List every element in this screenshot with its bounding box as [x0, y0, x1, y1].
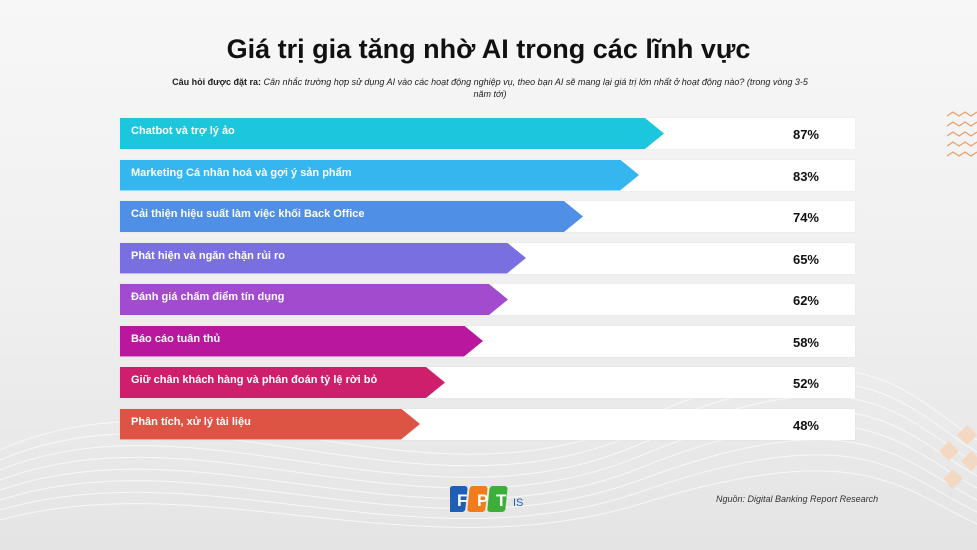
- bar: [120, 201, 583, 232]
- bar: [120, 160, 639, 191]
- bar-row: Đánh giá chấm điểm tín dụng 62%: [120, 284, 855, 315]
- bar-label: Giữ chân khách hàng và phán đoán tỷ lệ r…: [131, 374, 378, 386]
- bar-row: Chatbot và trợ lý ảo 87%: [120, 118, 855, 149]
- bar-label: Marketing Cá nhân hoá và gợi ý sản phẩm: [131, 166, 352, 179]
- bar-row: Phân tích, xử lý tài liệu 48%: [120, 408, 855, 440]
- bar-label: Báo cáo tuân thủ: [131, 332, 221, 345]
- logo-letter: T: [496, 491, 507, 510]
- bar-label: Cải thiện hiệu suất làm việc khối Back O…: [131, 208, 365, 220]
- page-title: Giá trị gia tăng nhờ AI trong các lĩnh v…: [226, 34, 751, 64]
- bar-row: Báo cáo tuân thủ 58%: [120, 325, 855, 357]
- bar-label: Phát hiện và ngăn chặn rủi ro: [131, 249, 286, 262]
- bar-value-label: 65%: [792, 251, 819, 267]
- fpt-is-logo: F P T IS: [450, 486, 523, 512]
- bar: [120, 326, 483, 357]
- question-label: Câu hỏi được đặt ra:: [172, 77, 262, 87]
- bar-value-label: 48%: [792, 417, 819, 433]
- source-note: Nguồn: Digital Banking Report Research: [716, 494, 879, 504]
- bar-value-label: 62%: [792, 293, 819, 308]
- decorative-zigzag-lines: [947, 111, 977, 157]
- logo-letter: F: [457, 491, 467, 510]
- bar-label: Đánh giá chấm điểm tín dụng: [131, 291, 285, 303]
- logo-letter: P: [477, 491, 488, 510]
- bar-value-label: 58%: [792, 334, 819, 350]
- bar-row: Cải thiện hiệu suất làm việc khối Back O…: [120, 201, 855, 232]
- bar: [120, 367, 445, 398]
- bar-row: Giữ chân khách hàng và phán đoán tỷ lệ r…: [120, 367, 855, 398]
- bar-label: Phân tích, xử lý tài liệu: [131, 415, 251, 428]
- bar: [120, 243, 526, 274]
- bar-value-label: 52%: [792, 376, 819, 391]
- bar-row: Marketing Cá nhân hoá và gợi ý sản phẩm 8…: [120, 159, 855, 191]
- bar-row: Phát hiện và ngăn chặn rủi ro 65%: [120, 242, 855, 274]
- question-text: Cân nhắc trường hợp sử dụng AI vào các h…: [263, 77, 808, 99]
- decorative-diamonds: [939, 425, 977, 489]
- bar: [120, 409, 420, 440]
- bar-value-label: 87%: [792, 127, 819, 142]
- bar-label: Chatbot và trợ lý ảo: [131, 125, 235, 137]
- bar: [120, 118, 664, 149]
- survey-question: Câu hỏi được đặt ra: Cân nhắc trường hợp…: [170, 76, 810, 100]
- bar: [120, 284, 508, 315]
- bar-value-label: 74%: [792, 210, 819, 225]
- bar-value-label: 83%: [792, 168, 819, 184]
- logo-suffix: IS: [513, 497, 523, 509]
